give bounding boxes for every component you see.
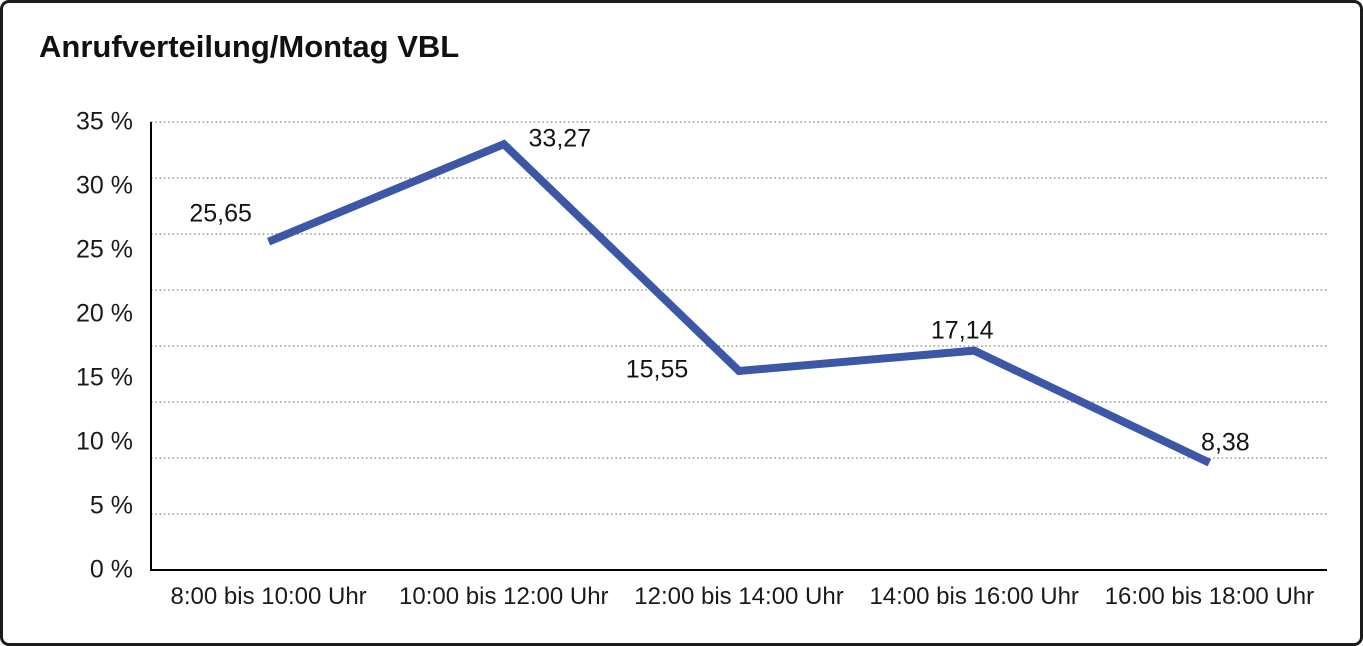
data-line (267, 139, 1212, 467)
data-point-label: 15,55 (625, 355, 689, 384)
y-tick-label: 35 % (76, 107, 133, 136)
data-point-label: 8,38 (1201, 428, 1250, 457)
data-point-label: 17,14 (930, 316, 994, 345)
data-point-label: 33,27 (528, 124, 592, 153)
y-tick-label: 15 % (76, 363, 133, 392)
y-tick-label: 25 % (76, 235, 133, 264)
y-tick-label: 0 % (89, 555, 133, 584)
chart-title: Anrufverteilung/Montag VBL (39, 29, 460, 64)
x-category-label: 16:00 bis 18:00 Uhr (1104, 583, 1315, 610)
y-tick-label: 20 % (76, 299, 133, 328)
x-category-label: 12:00 bis 14:00 Uhr (634, 583, 844, 610)
y-tick-label: 5 % (89, 491, 133, 520)
x-category-label: 14:00 bis 16:00 Uhr (869, 583, 1079, 610)
data-point-label: 25,65 (189, 199, 252, 228)
y-tick-label: 30 % (76, 171, 133, 200)
y-tick-label: 10 % (76, 427, 133, 456)
x-category-label: 10:00 bis 12:00 Uhr (399, 583, 609, 610)
x-category-label: 8:00 bis 10:00 Uhr (170, 583, 367, 610)
line-chart-canvas (150, 121, 1327, 571)
